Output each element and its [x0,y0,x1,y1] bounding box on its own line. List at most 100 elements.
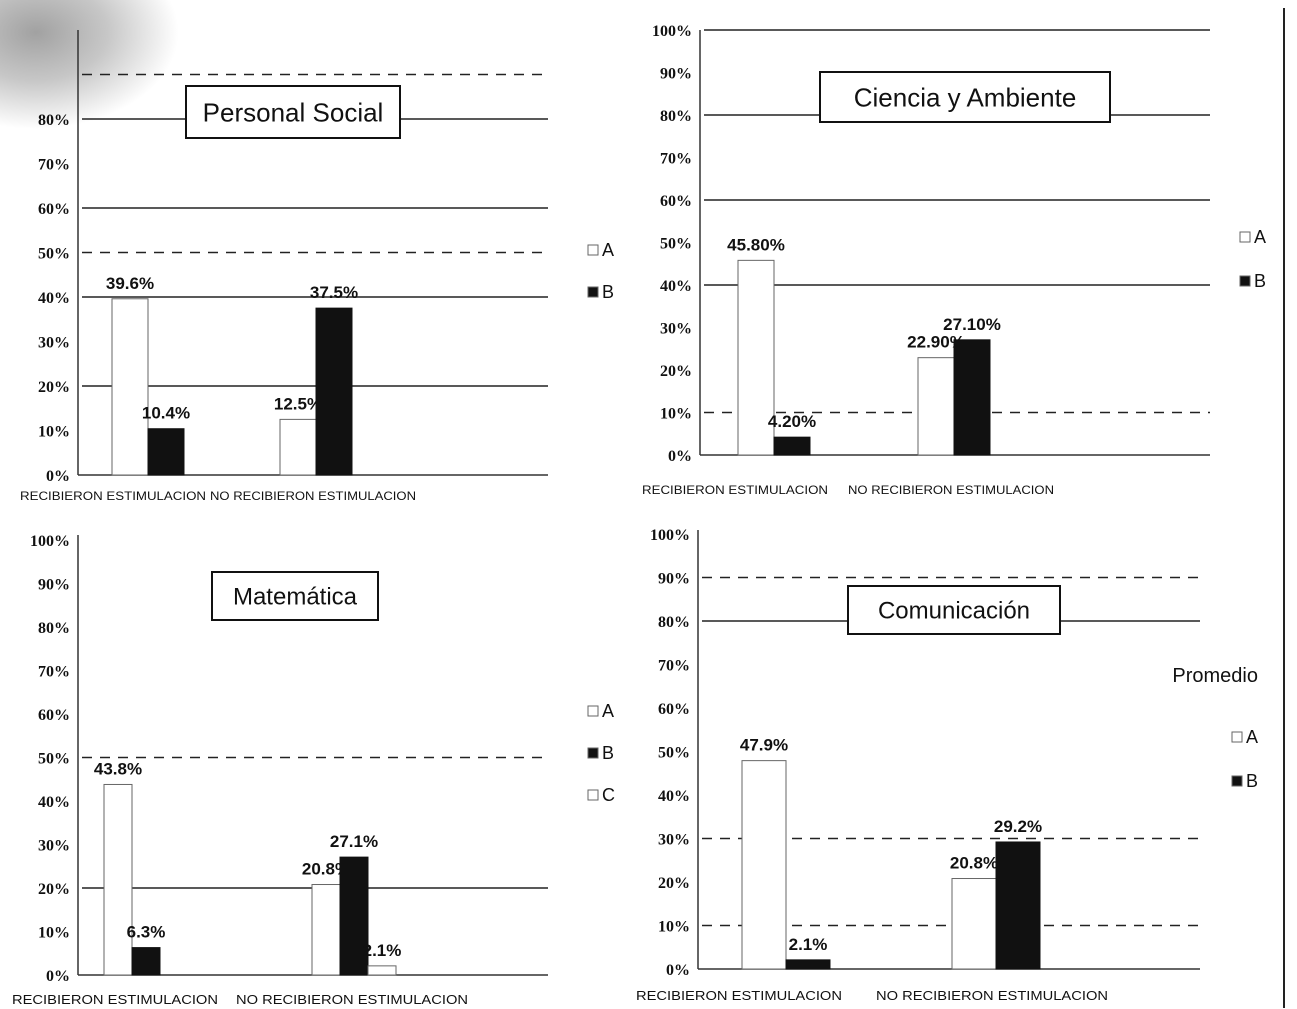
y-tick-label: 90% [658,571,690,588]
data-label: 37.5% [310,283,358,302]
x-category-label: RECIBIERON ESTIMULACION [642,483,828,497]
legend-label: A [1254,227,1266,247]
x-category-label: NO RECIBIERON ESTIMULACION [876,988,1108,1003]
y-tick-label: 30% [660,321,692,338]
chart-title: Matemática [233,584,358,611]
y-tick-label: 20% [660,363,692,380]
data-label: 12.5% [274,394,322,413]
x-category-label: RECIBIERON ESTIMULACION [12,992,218,1007]
y-tick-label: 90% [660,66,692,83]
chart-title: Personal Social [203,97,384,127]
y-tick-label: 80% [38,112,70,129]
y-tick-label: 50% [660,236,692,253]
data-label: 47.9% [740,736,788,755]
x-category-label: RECIBIERON ESTIMULACION [20,489,206,503]
legend-swatch-A [587,705,599,717]
data-label: 6.3% [127,923,166,942]
data-label: 20.8% [950,854,998,873]
bar-B-1 [315,307,353,476]
legend-swatch-B [587,747,599,759]
data-label: 39.6% [106,274,154,293]
legend-label: B [602,282,614,302]
chart-title-box [847,585,1061,635]
y-tick-label: 40% [38,290,70,307]
data-label: 4.20% [768,412,816,431]
legend-label: C [602,785,615,805]
legend-swatch-A [1231,731,1243,743]
legend-label: B [1254,271,1266,291]
legend-swatch-B [1231,775,1243,787]
y-tick-label: 80% [38,620,70,637]
y-tick-label: 100% [650,527,690,544]
x-category-label: NO RECIBIERON ESTIMULACION [236,992,468,1007]
bar-A-1 [311,884,341,976]
y-tick-label: 0% [666,962,690,979]
bar-A-0 [741,760,787,970]
y-tick-label: 10% [38,424,70,441]
bar-A-0 [737,259,775,456]
y-tick-label: 60% [38,201,70,218]
y-tick-label: 10% [660,406,692,423]
data-label: 2.1% [363,941,402,960]
y-tick-label: 20% [38,881,70,898]
y-tick-label: 70% [38,157,70,174]
bar-A-1 [917,357,955,456]
bar-B-1 [995,841,1041,970]
data-label: 22.90% [907,333,965,352]
chart-title-box [185,85,401,139]
data-label: 27.10% [943,315,1001,334]
y-tick-label: 30% [38,838,70,855]
bar-B-1 [953,339,991,456]
bar-A-1 [279,418,317,476]
y-tick-label: 70% [38,664,70,681]
legend-label: A [602,240,614,260]
data-label: 45.80% [727,235,785,254]
chart-title: Comunicación [878,598,1030,625]
y-tick-label: 100% [30,533,70,550]
scan-smudge [0,0,180,130]
chart-title-box [211,571,379,621]
y-tick-label: 10% [658,919,690,936]
y-tick-label: 90% [38,577,70,594]
y-tick-label: 80% [658,614,690,631]
chart-title: Ciencia y Ambiente [854,82,1077,112]
chart-title-box [819,71,1111,123]
y-tick-label: 0% [668,448,692,465]
y-tick-label: 40% [38,794,70,811]
bar-B-1 [339,856,369,976]
x-category-label: RECIBIERON ESTIMULACION [636,988,842,1003]
bar-B-0 [773,436,811,456]
data-label: 29.2% [994,817,1042,836]
y-tick-label: 100% [652,23,692,40]
legend-swatch-A [587,244,599,256]
x-category-label: NO RECIBIERON ESTIMULACION [848,483,1054,497]
bar-A-1 [951,878,997,970]
y-tick-label: 50% [658,745,690,762]
y-tick-label: 0% [46,968,70,985]
page-border-right [1283,8,1285,1008]
bar-B-0 [131,947,161,976]
data-label: 10.4% [142,404,190,423]
bar-C-1 [367,965,397,976]
bar-B-0 [147,428,185,476]
data-label: 27.1% [330,832,378,851]
data-label: 43.8% [94,759,142,778]
data-label: 20.8% [302,860,350,879]
legend-swatch-A [1239,231,1251,243]
y-tick-label: 50% [38,246,70,263]
y-tick-label: 10% [38,925,70,942]
bar-A-0 [111,298,149,476]
annotation-promedio: Promedio [1172,665,1258,687]
y-tick-label: 60% [38,707,70,724]
y-tick-label: 20% [658,875,690,892]
y-tick-label: 30% [658,832,690,849]
y-tick-label: 20% [38,379,70,396]
y-tick-label: 70% [660,151,692,168]
legend-label: A [1246,727,1258,747]
legend-swatch-B [1239,275,1251,287]
y-tick-label: 70% [658,658,690,675]
data-label: 2.1% [789,935,828,954]
